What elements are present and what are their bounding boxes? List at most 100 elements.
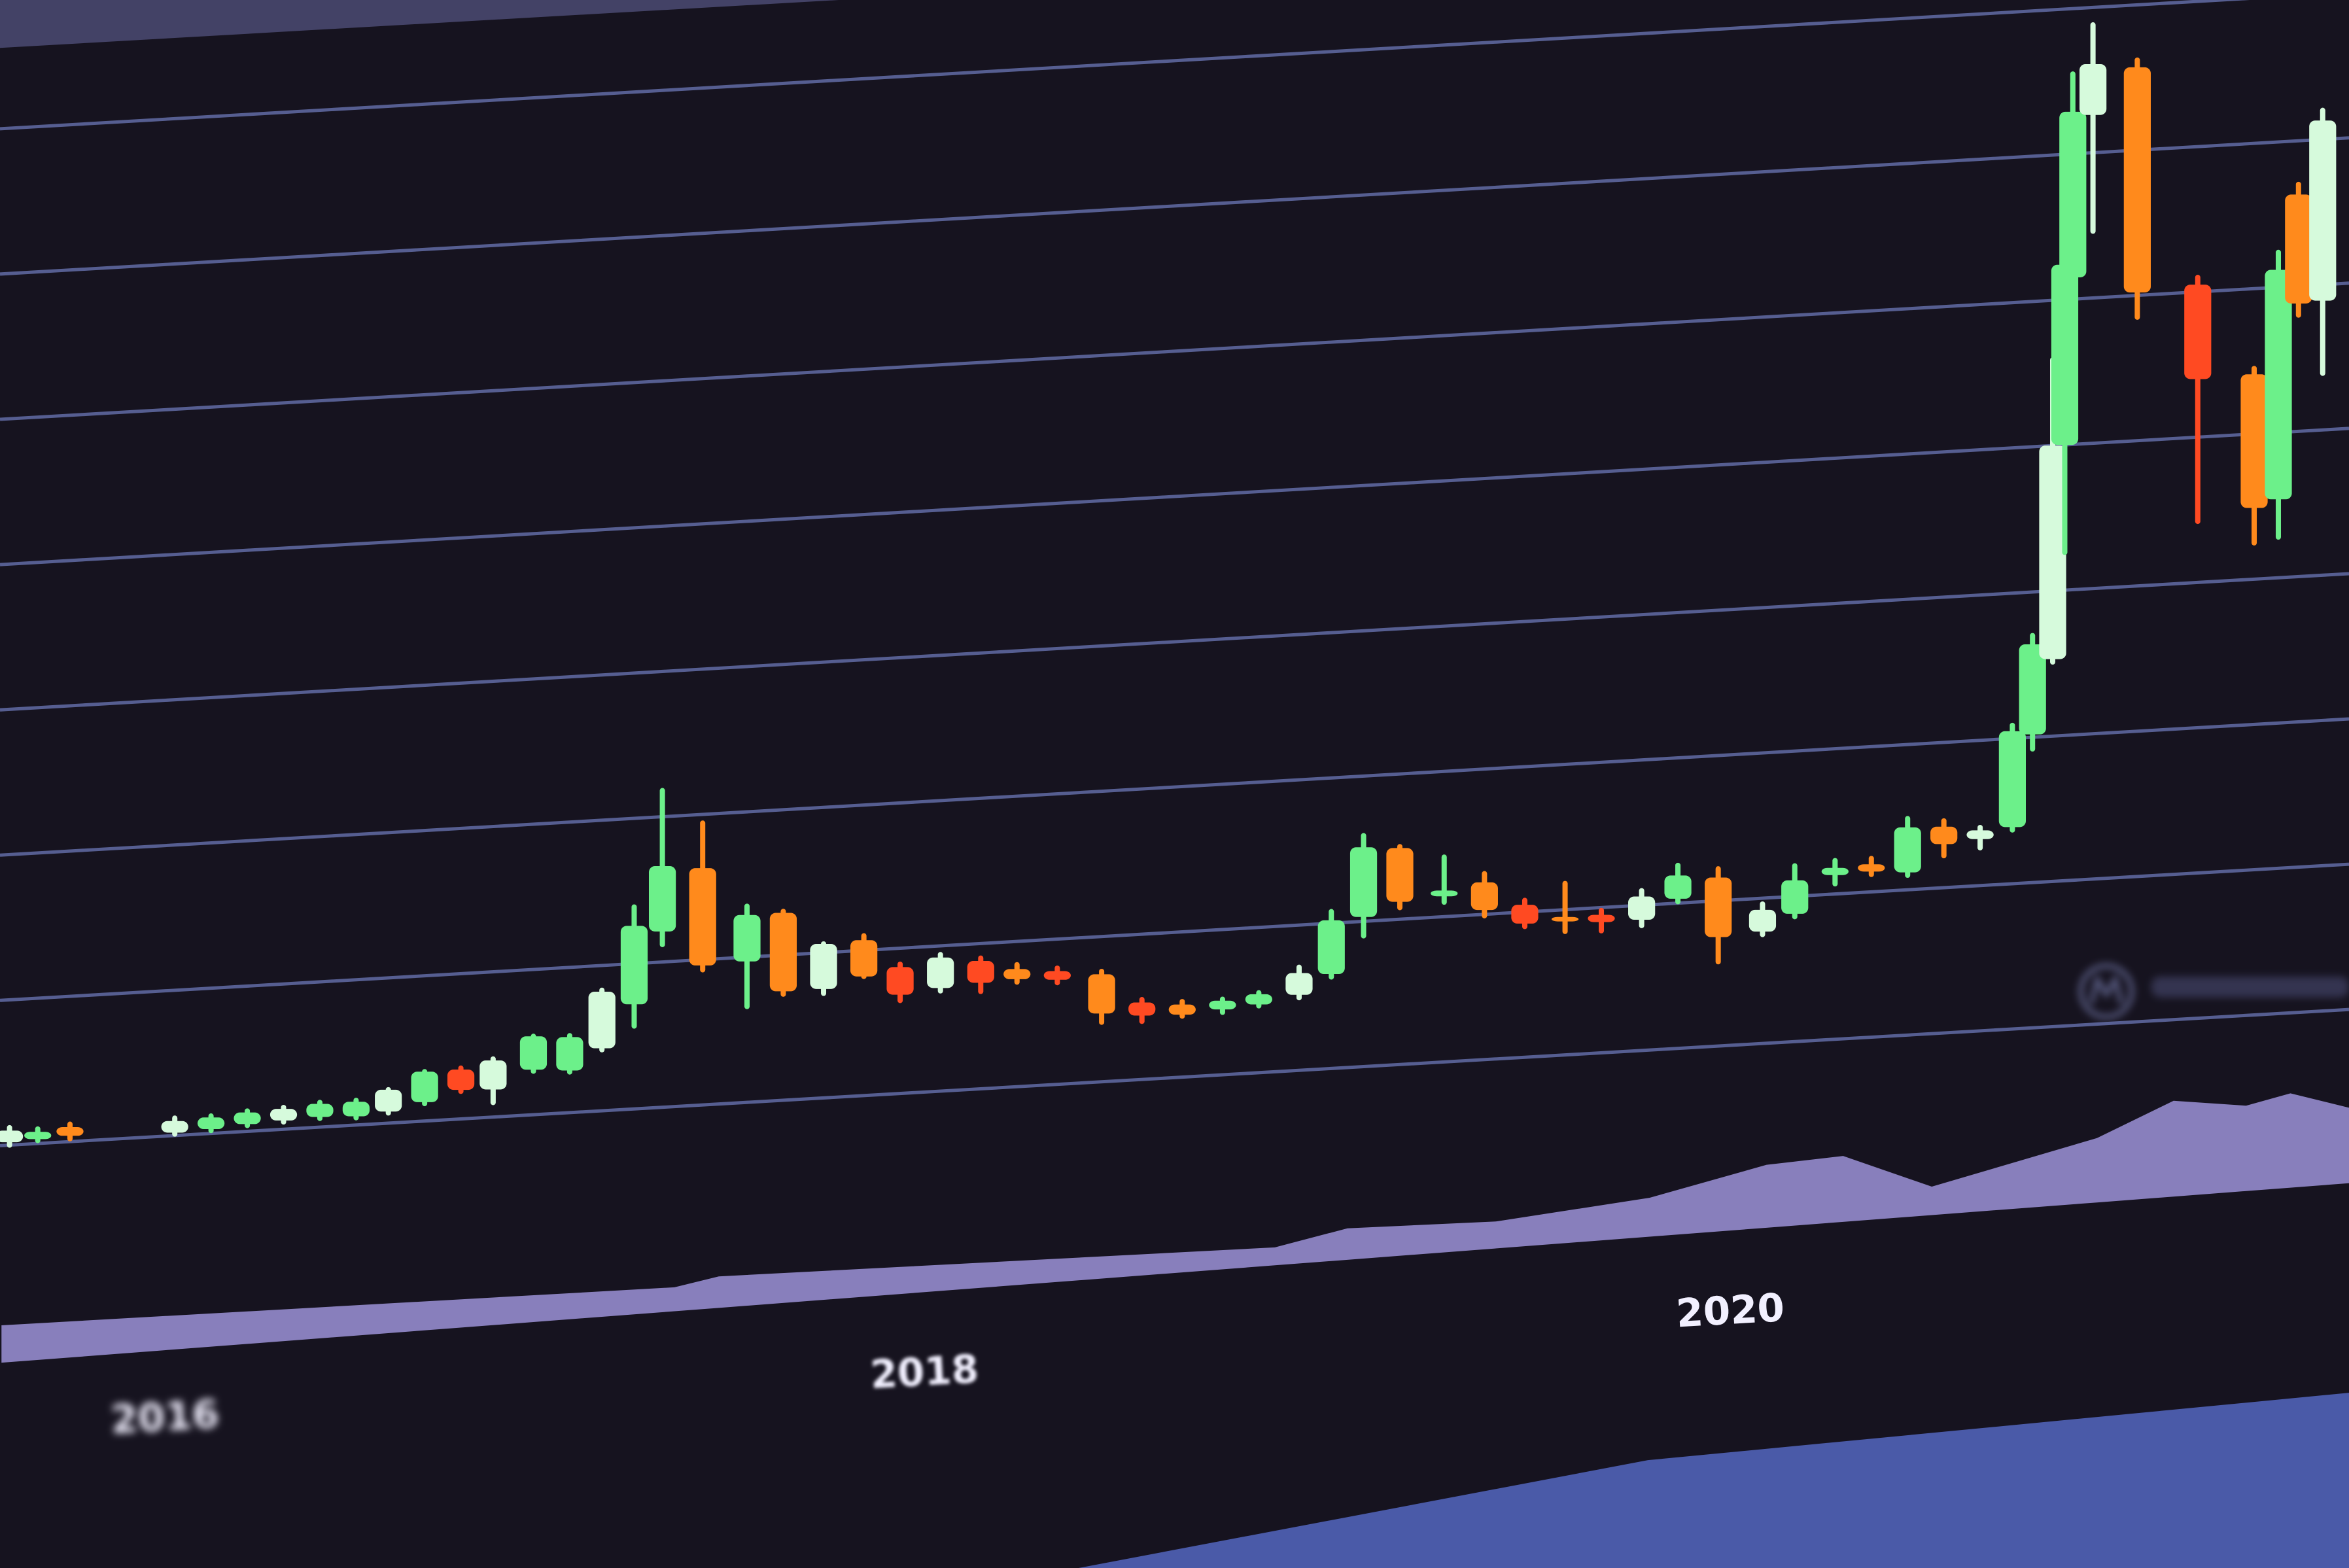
candle xyxy=(375,1087,402,1116)
candle xyxy=(850,933,878,979)
candle-body xyxy=(927,957,954,988)
candle xyxy=(2059,71,2087,347)
candle xyxy=(1209,996,1236,1015)
volume-area-path xyxy=(1,1093,2349,1363)
candle xyxy=(1588,907,1615,933)
candle xyxy=(2265,249,2292,540)
candle xyxy=(447,1065,475,1094)
candle xyxy=(689,820,716,973)
candle-body xyxy=(2285,194,2312,304)
candle xyxy=(1664,862,1692,905)
x-tick-label-2020: 2020 xyxy=(1675,1285,1786,1336)
candle-body xyxy=(1551,916,1579,922)
candle-body xyxy=(1628,896,1656,920)
candle xyxy=(1043,966,1071,986)
gridline xyxy=(0,862,2349,1002)
candle xyxy=(1386,844,1414,911)
candle-body xyxy=(2240,374,2268,508)
candle-body xyxy=(850,940,878,977)
candle-body xyxy=(375,1089,402,1112)
candle xyxy=(0,1124,24,1148)
candle-body xyxy=(342,1102,370,1117)
volume-area xyxy=(1,1093,2349,1363)
screen-bezel xyxy=(1078,1393,2349,1568)
candle xyxy=(1930,818,1958,859)
candle xyxy=(519,1034,548,1074)
x-tick-label-2018: 2018 xyxy=(869,1347,980,1398)
candle xyxy=(56,1121,84,1141)
candle xyxy=(769,909,797,997)
candle-body xyxy=(1966,830,1994,839)
candle-body xyxy=(270,1109,298,1121)
candle-body xyxy=(2019,644,2046,735)
candle xyxy=(1998,722,2027,833)
candle-body xyxy=(1128,1002,1156,1016)
gridline xyxy=(0,136,2349,276)
candle-body xyxy=(161,1121,188,1133)
candle-body xyxy=(1285,973,1313,995)
candle-body xyxy=(1664,875,1692,899)
candle-body xyxy=(1781,880,1809,914)
candle xyxy=(927,952,954,994)
candle xyxy=(886,961,914,1003)
coinmarketcap-logo-icon xyxy=(2078,964,2349,1019)
candle xyxy=(1551,880,1579,934)
candle xyxy=(1088,968,1115,1025)
candle-body xyxy=(1317,920,1345,975)
candle-body xyxy=(306,1104,334,1117)
gridline xyxy=(0,0,2250,131)
gridline xyxy=(0,281,2349,421)
candle xyxy=(1628,888,1656,928)
candle xyxy=(588,987,616,1053)
candle-body xyxy=(1705,877,1732,937)
candle-body xyxy=(234,1112,261,1124)
candle-body xyxy=(1894,827,1921,873)
candle-body xyxy=(967,961,994,983)
candles xyxy=(0,22,2337,1148)
candle-body xyxy=(411,1071,438,1102)
candle-body xyxy=(1511,905,1539,924)
x-tick-label-2016: 2016 xyxy=(109,1392,220,1443)
candle-body xyxy=(1470,882,1498,911)
candle-body xyxy=(2309,120,2337,301)
screen-top-edge xyxy=(0,0,839,48)
gridline xyxy=(0,427,2349,566)
candle xyxy=(2240,366,2268,546)
candle xyxy=(2123,57,2151,320)
candle xyxy=(810,941,837,996)
candle-body xyxy=(2079,63,2107,115)
candle xyxy=(1966,824,1994,851)
candle xyxy=(1821,858,1849,887)
candle xyxy=(161,1115,188,1137)
candle xyxy=(1003,962,1031,985)
candle xyxy=(1470,871,1498,918)
candle-body xyxy=(1349,847,1378,917)
candle xyxy=(1705,866,1732,965)
candle-body xyxy=(1930,826,1958,845)
candle-body xyxy=(447,1070,475,1090)
candle xyxy=(306,1100,334,1121)
candle-body xyxy=(620,926,648,1005)
candle xyxy=(2079,22,2107,234)
candle xyxy=(1781,863,1809,920)
candle xyxy=(733,903,761,1009)
candle xyxy=(1285,964,1313,1001)
candle xyxy=(967,955,994,994)
candle xyxy=(1128,997,1156,1024)
candle-body xyxy=(1386,848,1414,902)
candle xyxy=(1349,833,1378,939)
candle xyxy=(556,1033,583,1075)
candle-body xyxy=(1749,909,1777,932)
candle xyxy=(2285,181,2312,318)
candle xyxy=(270,1104,298,1125)
candle-body xyxy=(519,1036,548,1070)
gridline xyxy=(0,1007,2349,1147)
candle xyxy=(198,1113,225,1134)
candle xyxy=(1511,897,1539,930)
candle xyxy=(2184,275,2212,525)
candle-body xyxy=(56,1126,84,1136)
candle xyxy=(234,1108,261,1128)
candle xyxy=(1894,816,1921,879)
candle xyxy=(342,1098,370,1121)
candle-body xyxy=(1431,890,1458,897)
